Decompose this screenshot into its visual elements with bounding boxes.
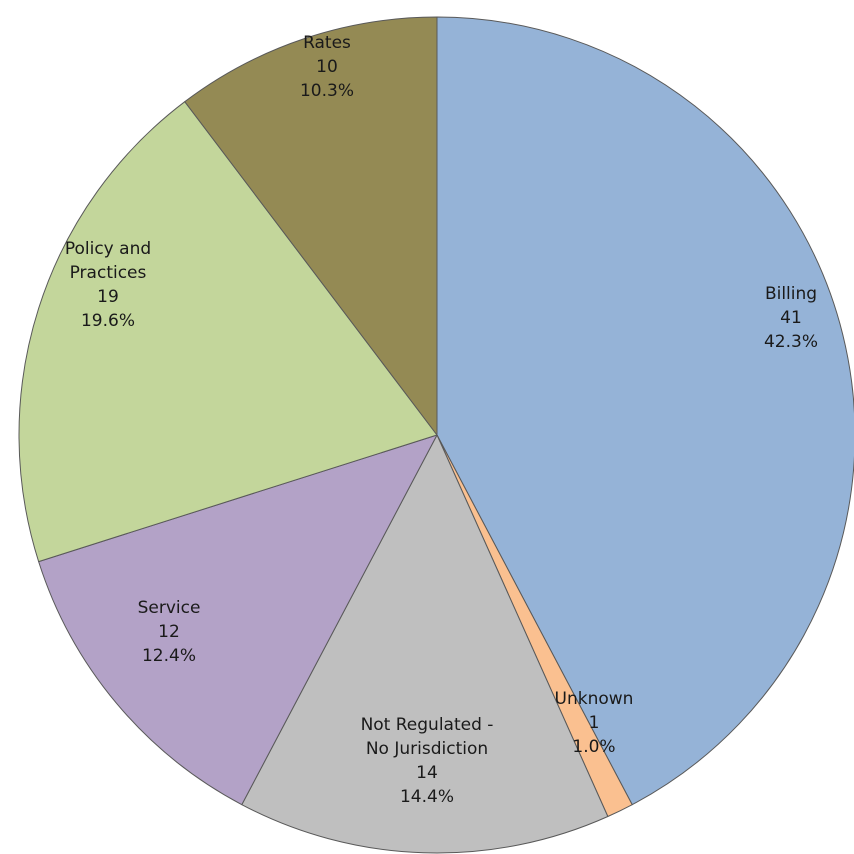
slice-label-group-service: Service 12 12.4%	[138, 598, 201, 666]
slice-label-not-regulated-1: Not Regulated -	[361, 715, 494, 735]
slice-percent-policy-and-practices: 19.6%	[81, 311, 135, 331]
slice-label-rates: Rates	[303, 33, 351, 53]
slice-value-policy-and-practices: 19	[97, 287, 119, 307]
slice-value-unknown: 1	[589, 713, 600, 733]
slice-label-group-policy-and-practices: Policy and Practices 19 19.6%	[65, 239, 151, 331]
slice-label-policy-and-practices-1: Policy and	[65, 239, 151, 259]
slice-percent-service: 12.4%	[142, 646, 196, 666]
slice-value-not-regulated: 14	[416, 763, 438, 783]
slice-value-service: 12	[158, 622, 180, 642]
slice-label-group-billing: Billing 41 42.3%	[764, 284, 818, 352]
slice-percent-unknown: 1.0%	[572, 737, 615, 757]
slice-label-group-not-regulated: Not Regulated - No Jurisdiction 14 14.4%	[361, 715, 494, 807]
slice-percent-not-regulated: 14.4%	[400, 787, 454, 807]
slice-label-unknown: Unknown	[555, 689, 634, 709]
pie-slice-not-regulated	[241, 434, 609, 854]
slice-percent-rates: 10.3%	[300, 81, 354, 101]
slice-value-billing: 41	[780, 308, 802, 328]
slice-label-group-unknown: Unknown 1 1.0%	[555, 689, 634, 757]
pie-slice-policy-and-practices	[18, 101, 438, 563]
pie-labels: Billing 41 42.3% Unknown 1 1.0% Not Regulated …	[65, 33, 818, 807]
pie-slice-rates	[184, 16, 438, 436]
slice-label-service: Service	[138, 598, 201, 618]
pie-slice-service	[38, 434, 438, 806]
slice-label-not-regulated-2: No Jurisdiction	[366, 739, 488, 759]
slice-value-rates: 10	[316, 57, 338, 77]
pie-slice-billing	[436, 16, 854, 806]
slice-label-policy-and-practices-2: Practices	[70, 263, 147, 283]
slice-label-group-rates: Rates 10 10.3%	[300, 33, 354, 101]
slice-label-billing: Billing	[765, 284, 817, 304]
pie-slices	[18, 16, 854, 854]
slice-percent-billing: 42.3%	[764, 332, 818, 352]
